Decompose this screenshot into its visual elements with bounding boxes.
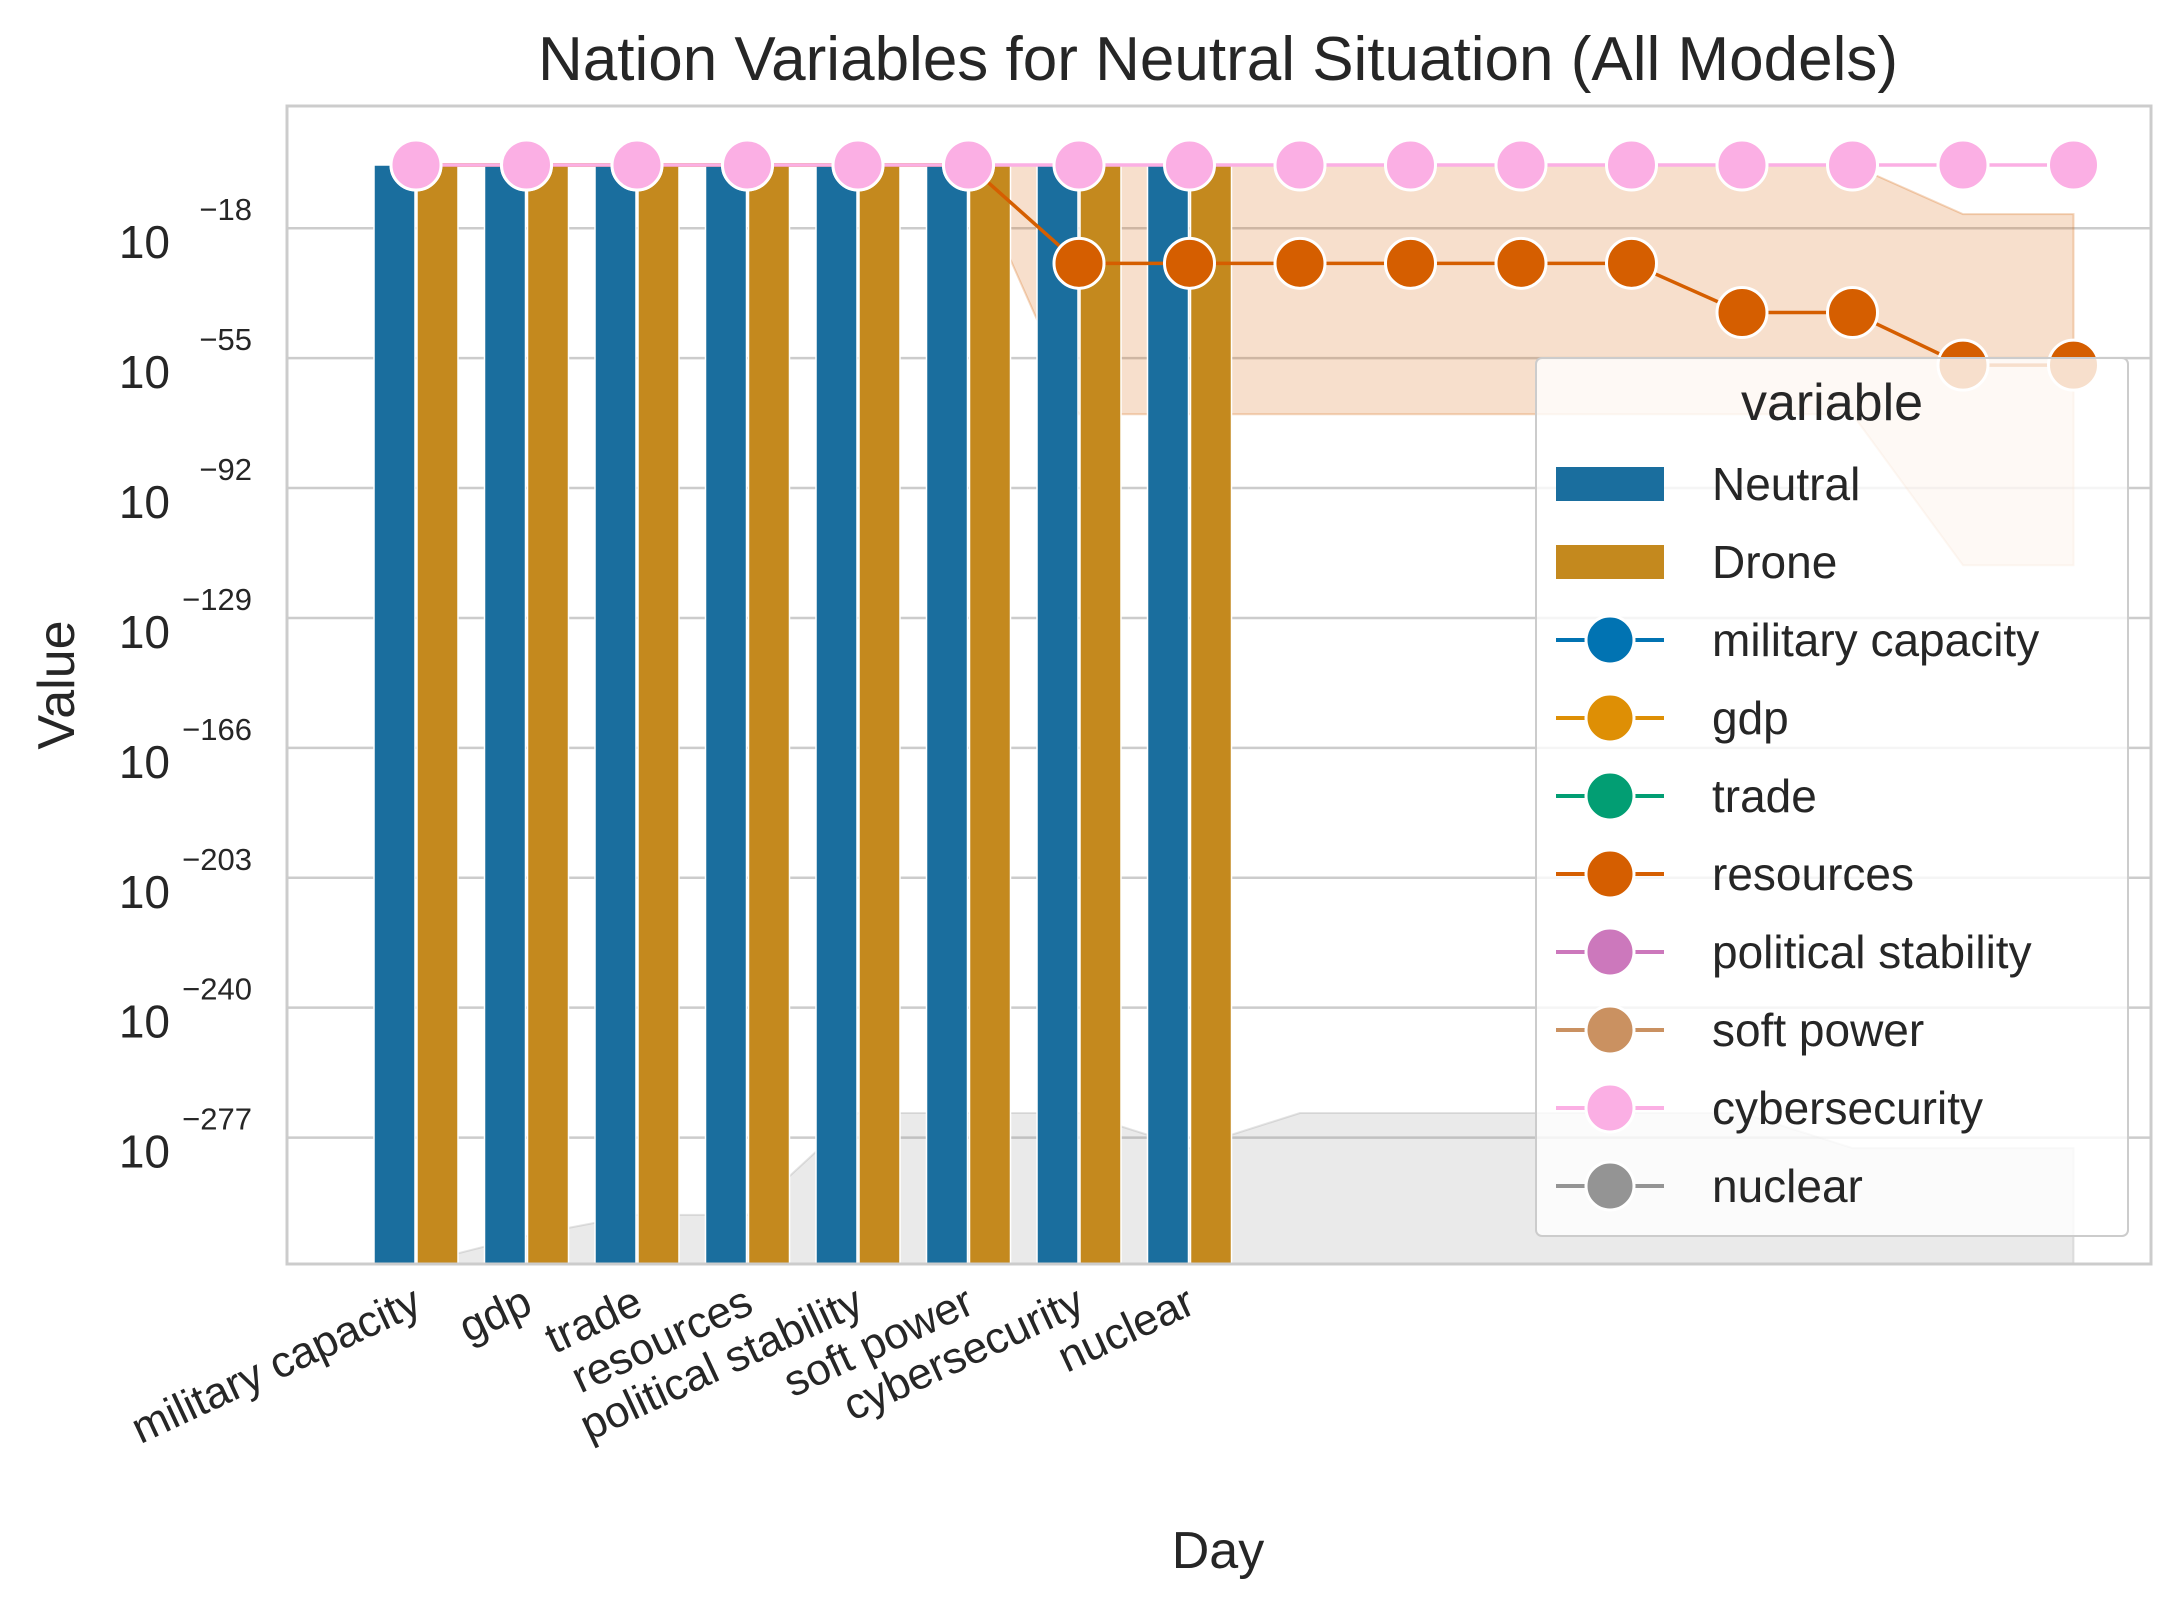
point-cybersecurity — [1826, 138, 1879, 192]
y-tick-label: 10 — [119, 866, 170, 918]
plot-frame — [285, 104, 2153, 1266]
legend-label: resources — [1712, 848, 1914, 900]
point-resources — [1826, 285, 1879, 339]
y-tick-label: 10 — [119, 476, 170, 528]
point-cybersecurity — [1605, 138, 1658, 192]
legend-label: trade — [1712, 770, 1817, 822]
y-axis-label: Value — [28, 620, 86, 749]
point-cybersecurity — [1052, 138, 1106, 192]
bar-drone — [747, 164, 791, 1265]
legend-marker — [1584, 1082, 1636, 1134]
point-resources — [1273, 236, 1327, 290]
bar-neutral — [594, 164, 637, 1265]
point-resources — [1384, 236, 1437, 290]
y-tick-exponent: −203 — [182, 842, 252, 877]
y-tick-exponent: −240 — [182, 972, 252, 1007]
y-tick-label: 10 — [119, 346, 170, 398]
bar-drone — [968, 164, 1012, 1265]
y-tick-exponent: −166 — [182, 712, 252, 747]
point-cybersecurity — [389, 138, 443, 192]
point-resources — [1605, 236, 1658, 290]
legend-marker — [1584, 848, 1636, 900]
legend-label: soft power — [1712, 1004, 1924, 1056]
y-tick-exponent: −18 — [199, 192, 252, 227]
series-lines — [389, 138, 2100, 392]
legend-marker — [1584, 770, 1636, 822]
legend-label: cybersecurity — [1712, 1082, 1983, 1134]
legend-label: Drone — [1712, 536, 1837, 588]
bar-neutral — [815, 164, 858, 1265]
point-cybersecurity — [2047, 138, 2100, 192]
point-cybersecurity — [1715, 138, 1769, 192]
bar-drone — [416, 164, 459, 1265]
point-resources — [1715, 285, 1769, 339]
y-tick-exponent: −55 — [199, 322, 252, 357]
legend-title: variable — [1741, 374, 1923, 432]
y-tick-label: 10 — [119, 216, 170, 268]
bar-drone — [858, 164, 901, 1265]
legend-label: gdp — [1712, 692, 1789, 744]
bar-drone — [526, 164, 570, 1265]
legend-marker — [1584, 926, 1636, 978]
point-cybersecurity — [942, 138, 995, 192]
point-resources — [1494, 236, 1548, 290]
legend-marker — [1584, 1004, 1636, 1056]
point-resources — [1052, 236, 1106, 290]
legend-marker — [1584, 1160, 1636, 1212]
bar-neutral — [1036, 164, 1079, 1265]
bar-neutral — [1146, 164, 1190, 1265]
bar-drone — [1189, 164, 1233, 1265]
legend-frame — [1535, 357, 2129, 1237]
x-axis-label: Day — [1172, 1522, 1264, 1580]
point-cybersecurity — [721, 138, 774, 192]
x-tick-label: gdp — [451, 1277, 538, 1352]
legend-marker — [1584, 614, 1636, 666]
bar-neutral — [483, 164, 527, 1265]
y-tick-label: 10 — [119, 736, 170, 788]
point-cybersecurity — [1494, 138, 1548, 192]
bars — [373, 164, 1233, 1265]
y-tick-label: 10 — [119, 606, 170, 658]
bar-neutral — [704, 164, 748, 1265]
y-tick-label: 10 — [119, 1126, 170, 1178]
point-cybersecurity — [1936, 138, 1990, 192]
bar-drone — [637, 164, 680, 1265]
point-cybersecurity — [1384, 138, 1437, 192]
y-tick-exponent: −129 — [182, 582, 252, 617]
point-cybersecurity — [500, 138, 553, 192]
point-resources — [1163, 236, 1216, 290]
point-cybersecurity — [831, 138, 885, 192]
x-tick-labels: military capacity gdptraderesourcespoliti… — [124, 1277, 1202, 1454]
bar-drone — [1079, 164, 1122, 1265]
legend: variable Neutral Drone military capacity gdp… — [1535, 357, 2129, 1237]
legend-label: political stability — [1712, 926, 2032, 978]
chart-title: Nation Variables for Neutral Situation (… — [538, 25, 1898, 94]
legend-swatch — [1556, 467, 1664, 501]
legend-marker — [1584, 692, 1636, 744]
legend-label: nuclear — [1712, 1160, 1863, 1212]
y-tick-exponent: −92 — [199, 452, 252, 487]
x-tick-label: military capacity — [124, 1277, 428, 1454]
point-cybersecurity — [610, 138, 664, 192]
y-tick-labels: 10 −18 10 −55 10 −92 10 −129 10 −166 10 −203 10 −240 1… — [119, 192, 252, 1177]
y-tick-exponent: −277 — [182, 1102, 252, 1137]
legend-label: Neutral — [1712, 458, 1860, 510]
point-cybersecurity — [1163, 138, 1216, 192]
legend-swatch — [1556, 545, 1664, 579]
bar-neutral — [373, 164, 416, 1265]
point-cybersecurity — [1273, 138, 1327, 192]
y-tick-label: 10 — [119, 996, 170, 1048]
legend-label: military capacity — [1712, 614, 2039, 666]
bar-neutral — [925, 164, 969, 1265]
